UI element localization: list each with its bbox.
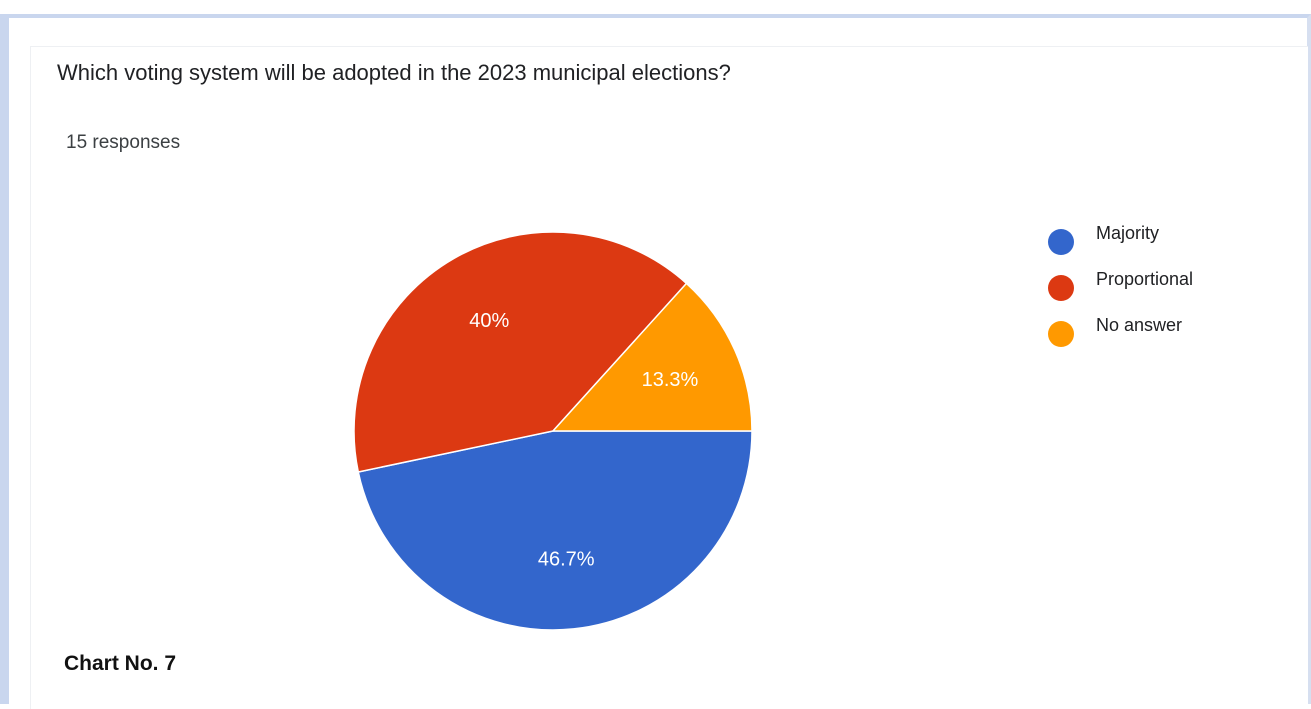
legend-item-majority[interactable]: Majority [1048,222,1193,255]
pie-slice-no-answer[interactable] [551,282,753,432]
legend-swatch [1048,321,1074,347]
pie-labels: 46.7% 40% 13.3% [469,310,698,570]
legend-label: Majority [1096,223,1160,243]
legend-item-proportional[interactable]: Proportional [1048,268,1194,301]
chart-legend: Majority Proportional No answer [1048,222,1194,347]
legend-label: No answer [1096,315,1183,335]
legend-swatch [1048,229,1074,255]
slice-percent-label: 13.3% [642,369,699,391]
legend-item-no-answer[interactable]: No answer [1048,314,1193,347]
response-count: 15 responses [66,132,181,153]
legend-swatch [1048,275,1074,301]
slice-percent-label: 40% [469,310,509,332]
question-title: Which voting system will be adopted in t… [57,60,731,85]
chart-caption: Chart No. 7 [64,652,177,675]
pie-slice-proportional[interactable] [353,231,688,473]
pie-slice-majority[interactable] [357,430,753,631]
pie-slices [353,231,753,631]
slice-percent-label: 46.7% [538,548,595,570]
legend-label: Proportional [1096,269,1194,289]
